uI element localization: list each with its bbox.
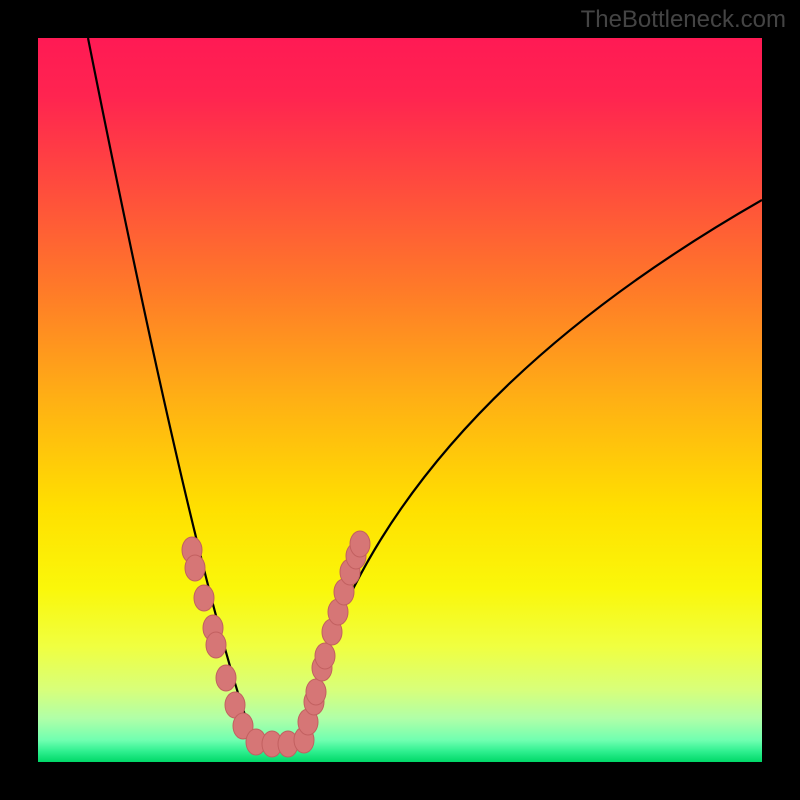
data-marker xyxy=(216,665,236,691)
data-marker xyxy=(306,679,326,705)
data-marker xyxy=(194,585,214,611)
data-marker xyxy=(206,632,226,658)
chart-container: TheBottleneck.com xyxy=(0,0,800,800)
gradient-background xyxy=(38,38,762,762)
data-marker xyxy=(185,555,205,581)
plot-area xyxy=(38,38,762,762)
data-marker xyxy=(350,531,370,557)
bottleneck-chart xyxy=(0,0,800,800)
data-marker xyxy=(315,643,335,669)
watermark-text: TheBottleneck.com xyxy=(581,6,786,34)
